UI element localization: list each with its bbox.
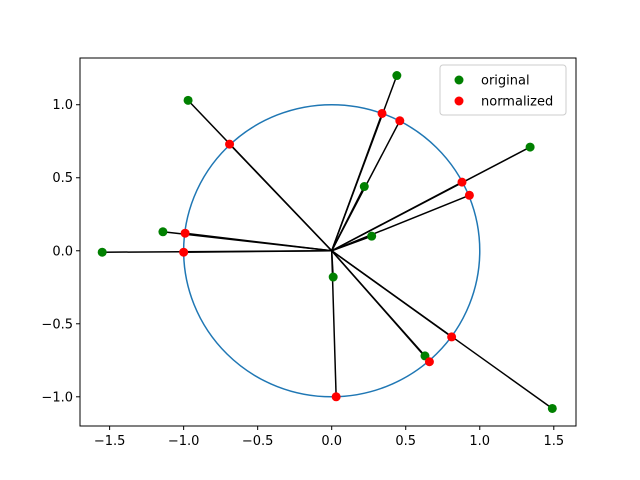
point-original-1 <box>392 71 402 81</box>
x-tick-label-1: −1.0 <box>168 434 200 449</box>
ray-line-normalized-8 <box>331 250 430 363</box>
legend-label-0: original <box>481 74 530 89</box>
point-normalized-2 <box>395 116 405 126</box>
point-normalized-6 <box>179 247 189 257</box>
ray-line-normalized-4 <box>331 194 470 252</box>
y-tick-label-0: −1.0 <box>41 390 73 405</box>
legend-marker-0 <box>454 75 464 85</box>
y-tick-label-1: −0.5 <box>41 317 73 332</box>
ray-line-normalized-9 <box>331 250 453 338</box>
y-tick-label-2: 0.0 <box>52 244 73 259</box>
point-original-4 <box>367 231 377 241</box>
x-tick-label-5: 1.0 <box>469 434 490 449</box>
ray-line-normalized-3 <box>331 181 463 252</box>
point-normalized-8 <box>424 357 434 367</box>
x-tick-label-3: 0.0 <box>321 434 342 449</box>
axes-frame <box>79 57 577 427</box>
point-normalized-1 <box>377 108 387 118</box>
ray-line-normalized-6 <box>183 250 332 253</box>
legend-box <box>439 64 567 116</box>
plot-area <box>97 71 557 413</box>
point-normalized-0 <box>225 139 235 149</box>
point-normalized-5 <box>180 228 190 238</box>
point-normalized-4 <box>464 190 474 200</box>
legend-label-1: normalized <box>481 95 553 110</box>
point-original-6 <box>97 247 107 257</box>
point-normalized-7 <box>331 392 341 402</box>
point-original-2 <box>525 142 535 152</box>
legend-marker-1 <box>454 96 464 106</box>
axes: −1.5 −1.0 −0.5 0.0 0.5 1.0 1.5 −1.0 −0.5 0.0 0.5 1.… <box>41 57 577 449</box>
x-tick-label-0: −1.5 <box>94 434 126 449</box>
point-original-7 <box>328 272 338 282</box>
x-tick-label-4: 0.5 <box>395 434 416 449</box>
x-tick-label-2: −0.5 <box>242 434 274 449</box>
point-normalized-3 <box>457 177 467 187</box>
y-tick-label-4: 1.0 <box>52 98 73 113</box>
ray-line-normalized-0 <box>228 143 333 252</box>
ray-line-normalized-5 <box>185 232 332 252</box>
y-tick-label-3: 0.5 <box>52 171 73 186</box>
point-original-5 <box>158 227 168 237</box>
point-original-9 <box>547 403 557 413</box>
ray-line-normalized-1 <box>330 113 383 252</box>
legend: original normalized <box>439 64 567 116</box>
point-original-0 <box>183 95 193 105</box>
point-original-3 <box>359 182 369 192</box>
point-normalized-9 <box>447 332 457 342</box>
x-tick-label-6: 1.5 <box>543 434 564 449</box>
